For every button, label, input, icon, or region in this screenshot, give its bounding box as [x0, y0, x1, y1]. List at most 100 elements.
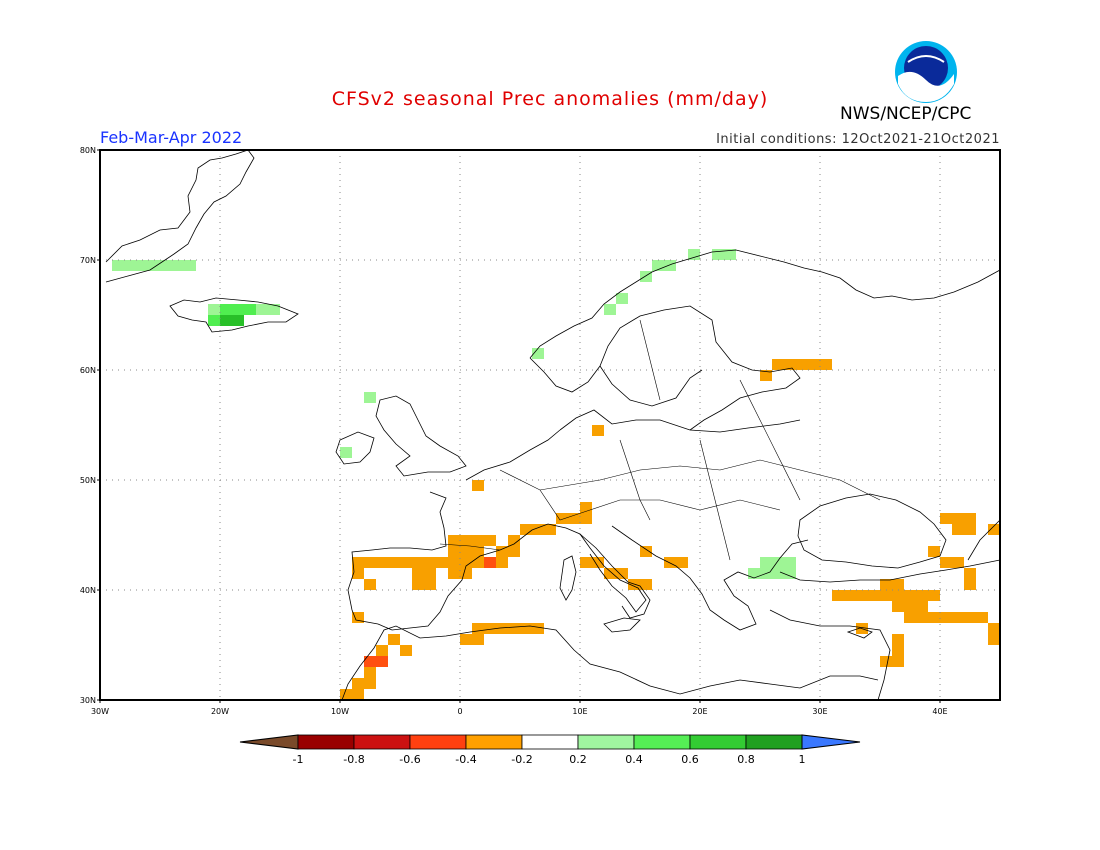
- anomaly-cell: [496, 623, 508, 634]
- anomaly-cell: [352, 557, 364, 568]
- anomaly-cell: [364, 579, 376, 590]
- anomaly-cell: [460, 557, 472, 568]
- anomaly-cell: [952, 513, 964, 524]
- anomaly-cell: [364, 667, 376, 678]
- longitude-labels: 30W 20W 10W 0 10E 20E 30E 40E: [91, 700, 948, 716]
- anomaly-cell: [808, 359, 820, 370]
- lon-tick-label: 30E: [812, 707, 827, 716]
- anomaly-cell: [352, 678, 364, 689]
- anomaly-cell: [820, 359, 832, 370]
- anomaly-cell: [952, 524, 964, 535]
- lon-tick-label: 30W: [91, 707, 109, 716]
- anomaly-cell: [352, 612, 364, 623]
- anomaly-cell: [256, 304, 268, 315]
- noaa-logo-icon: [895, 41, 957, 103]
- anomaly-cell: [652, 260, 664, 271]
- anomaly-cell: [940, 612, 952, 623]
- anomaly-cell: [244, 304, 256, 315]
- anomaly-cell: [772, 568, 784, 579]
- anomaly-cell: [592, 557, 604, 568]
- anomaly-cell: [508, 546, 520, 557]
- anomaly-cell: [376, 557, 388, 568]
- anomaly-cell: [124, 260, 136, 271]
- coastlines: [105, 149, 1001, 701]
- anomaly-cell: [892, 634, 904, 645]
- anomaly-cell: [460, 568, 472, 579]
- colorbar-label: 0.6: [681, 753, 699, 766]
- latitude-labels: 80N 70N 60N 50N 40N 30N: [80, 146, 100, 705]
- anomaly-cell: [424, 579, 436, 590]
- anomaly-cell: [904, 590, 916, 601]
- graticule: [100, 150, 1000, 700]
- anomaly-cell: [964, 524, 976, 535]
- anomaly-cell: [640, 546, 652, 557]
- anomaly-cell: [760, 370, 772, 381]
- anomaly-cell: [220, 315, 232, 326]
- colorbar-label: -0.8: [343, 753, 364, 766]
- anomaly-cell: [364, 656, 376, 667]
- anomaly-cell: [376, 645, 388, 656]
- lat-tick-label: 30N: [80, 696, 96, 705]
- anomaly-cell: [604, 568, 616, 579]
- anomaly-cell: [400, 557, 412, 568]
- anomaly-cell: [904, 601, 916, 612]
- anomaly-cell: [472, 535, 484, 546]
- anomaly-cell: [892, 645, 904, 656]
- anomaly-cell: [424, 557, 436, 568]
- anomaly-cell: [580, 513, 592, 524]
- colorbar-label: 0.8: [737, 753, 755, 766]
- lat-tick-label: 70N: [80, 256, 96, 265]
- anomaly-cell: [208, 304, 220, 315]
- anomaly-cell: [232, 304, 244, 315]
- anomaly-cell: [472, 557, 484, 568]
- anomaly-cell: [352, 568, 364, 579]
- initial-conditions: Initial conditions: 12Oct2021-21Oct2021: [716, 132, 1000, 147]
- anomaly-cell: [940, 513, 952, 524]
- anomaly-cell: [604, 304, 616, 315]
- anomaly-cell: [580, 557, 592, 568]
- anomaly-cell: [136, 260, 148, 271]
- anomaly-cell: [904, 612, 916, 623]
- anomaly-cell: [208, 315, 220, 326]
- anomaly-cell: [964, 513, 976, 524]
- anomaly-cell: [496, 557, 508, 568]
- anomaly-cell: [568, 513, 580, 524]
- anomaly-cell: [832, 590, 844, 601]
- anomaly-cell: [388, 557, 400, 568]
- anomaly-cell: [892, 601, 904, 612]
- anomaly-cell: [340, 689, 352, 700]
- colorbar-segment: [297, 734, 355, 750]
- anomaly-cell: [556, 513, 568, 524]
- anomaly-cell: [268, 304, 280, 315]
- anomaly-cell: [712, 249, 724, 260]
- anomaly-cell: [988, 623, 1000, 634]
- anomaly-cell: [916, 590, 928, 601]
- colorbar-segment: [521, 734, 579, 750]
- anomaly-cell: [880, 656, 892, 667]
- anomaly-cell: [148, 260, 160, 271]
- anomaly-cell: [724, 249, 736, 260]
- colorbar-segment: [633, 734, 691, 750]
- anomaly-cell: [844, 590, 856, 601]
- anomaly-cells: [112, 249, 1000, 700]
- anomaly-cell: [472, 480, 484, 491]
- anomaly-cell: [916, 612, 928, 623]
- country-borders: [439, 319, 881, 561]
- anomaly-cell: [160, 260, 172, 271]
- anomaly-cell: [976, 612, 988, 623]
- colorbar-under-triangle: [239, 734, 299, 750]
- anomaly-cell: [988, 634, 1000, 645]
- map-frame: [99, 149, 1001, 701]
- colorbar-segment: [465, 734, 523, 750]
- lat-tick-label: 40N: [80, 586, 96, 595]
- anomaly-cell: [448, 535, 460, 546]
- anomaly-cell: [676, 557, 688, 568]
- anomaly-cell: [112, 260, 124, 271]
- anomaly-cell: [664, 260, 676, 271]
- anomaly-cell: [460, 634, 472, 645]
- anomaly-cell: [508, 535, 520, 546]
- colorbar-label: -0.2: [511, 753, 532, 766]
- anomaly-cell: [472, 634, 484, 645]
- lat-tick-label: 50N: [80, 476, 96, 485]
